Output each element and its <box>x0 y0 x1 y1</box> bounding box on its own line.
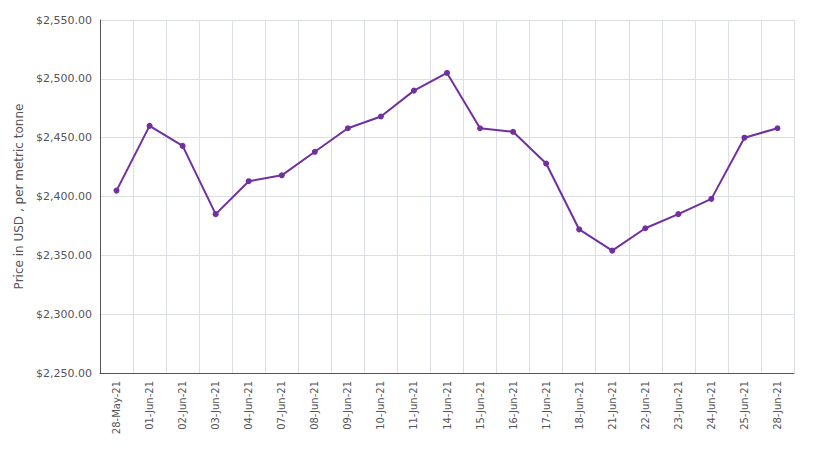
svg-text:28-Jun-21: 28-Jun-21 <box>772 381 783 430</box>
svg-text:24-Jun-21: 24-Jun-21 <box>706 381 717 430</box>
svg-text:10-Jun-21: 10-Jun-21 <box>375 381 386 430</box>
svg-text:08-Jun-21: 08-Jun-21 <box>309 381 320 430</box>
svg-text:$2,250.00: $2,250.00 <box>36 367 92 380</box>
svg-text:25-Jun-21: 25-Jun-21 <box>739 381 750 430</box>
svg-text:07-Jun-21: 07-Jun-21 <box>276 381 287 430</box>
svg-text:11-Jun-21: 11-Jun-21 <box>408 381 419 430</box>
svg-text:$2,300.00: $2,300.00 <box>36 308 92 321</box>
svg-text:$2,350.00: $2,350.00 <box>36 249 92 262</box>
svg-text:23-Jun-21: 23-Jun-21 <box>673 381 684 430</box>
svg-text:28-May-21: 28-May-21 <box>111 381 122 434</box>
svg-text:$2,550.00: $2,550.00 <box>36 14 92 27</box>
svg-text:03-Jun-21: 03-Jun-21 <box>210 381 221 430</box>
svg-text:$2,450.00: $2,450.00 <box>36 131 92 144</box>
svg-text:09-Jun-21: 09-Jun-21 <box>342 381 353 430</box>
svg-text:04-Jun-21: 04-Jun-21 <box>243 381 254 430</box>
svg-text:14-Jun-21: 14-Jun-21 <box>442 381 453 430</box>
svg-text:18-Jun-21: 18-Jun-21 <box>574 381 585 430</box>
svg-text:$2,500.00: $2,500.00 <box>36 72 92 85</box>
svg-text:21-Jun-21: 21-Jun-21 <box>607 381 618 430</box>
svg-text:01-Jun-21: 01-Jun-21 <box>144 381 155 430</box>
svg-text:17-Jun-21: 17-Jun-21 <box>541 381 552 430</box>
svg-text:$2,400.00: $2,400.00 <box>36 190 92 203</box>
svg-text:02-Jun-21: 02-Jun-21 <box>177 381 188 430</box>
svg-text:16-Jun-21: 16-Jun-21 <box>508 381 519 430</box>
svg-text:22-Jun-21: 22-Jun-21 <box>640 381 651 430</box>
svg-text:15-Jun-21: 15-Jun-21 <box>475 381 486 430</box>
svg-text:Price in USD , per metric tonn: Price in USD , per metric tonne <box>12 104 26 290</box>
